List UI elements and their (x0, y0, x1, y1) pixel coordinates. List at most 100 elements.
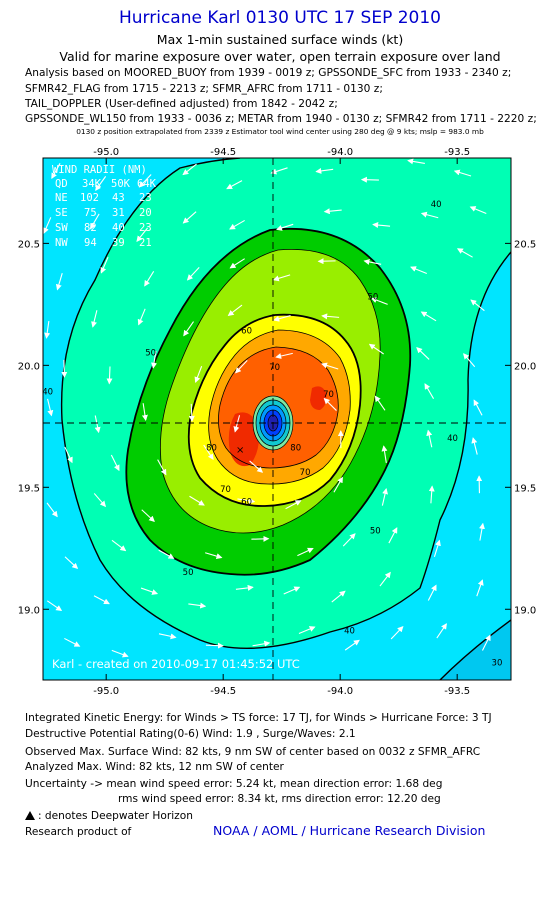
wind-arrow (323, 208, 342, 215)
wind-arrow (188, 602, 207, 609)
contour-label: 40 (344, 627, 355, 637)
analysis-line: TAIL_DOPPLER (User-defined adjusted) fro… (25, 98, 338, 110)
wind-arrow (203, 444, 214, 461)
wind-arrow (235, 584, 254, 591)
wind-arrow (94, 415, 101, 434)
wind-arrow (227, 304, 243, 317)
valid-note: Valid for marine exposure over water, op… (59, 49, 501, 64)
wind-arrow (44, 320, 51, 339)
wind-arrow (426, 429, 433, 448)
wind-arrow (469, 206, 487, 215)
radii-value: 75 (84, 207, 97, 219)
wind-arrow (270, 167, 288, 175)
wind-arrow (205, 552, 223, 560)
wind-arrow (138, 174, 152, 188)
wind-arrow (205, 642, 224, 649)
max-wind-marker: × (236, 445, 244, 456)
wind-arrow (64, 446, 73, 464)
wind-arrow (141, 509, 155, 523)
contour-label: 70 (300, 468, 311, 478)
wind-arrow (381, 488, 388, 506)
wind-arrow (249, 460, 264, 473)
wind-map: 40 40 40 40 30 50 50 50 50 60 60 70 70 70 70 80 80 × -95… (18, 147, 537, 697)
wind-arrow (283, 586, 301, 595)
radii-value: 21 (139, 237, 152, 249)
wind-arrow (372, 222, 391, 229)
wind-arrow (194, 365, 203, 383)
radii-value: 82 (84, 222, 97, 234)
wind-arrow (182, 163, 197, 176)
wind-arrow (158, 633, 177, 640)
dpr-line: Destructive Potential Rating(0-6) Wind: … (25, 728, 356, 740)
wind-arrow (64, 637, 81, 647)
wind-arrow (463, 353, 476, 368)
wind-arrow (368, 343, 384, 355)
lon-tick-label-top: -95.0 (93, 147, 119, 158)
wind-arrow (251, 535, 270, 542)
wind-arrow (229, 219, 245, 230)
wind-arrow (331, 590, 346, 603)
wind-arrow (51, 163, 61, 180)
contour-labels: 40 40 40 40 30 50 50 50 50 60 60 70 70 70 70 80 80 (43, 200, 502, 669)
radii-quadrant: SW (55, 222, 68, 234)
contour-label: 50 (145, 349, 156, 359)
wind-arrow (64, 556, 79, 570)
radii-header-50k: 50K (111, 178, 131, 190)
lon-tick-label-top: -94.5 (210, 147, 236, 158)
wind-arrow (252, 640, 271, 647)
contour-label: 60 (241, 327, 252, 337)
wind-arrow (363, 258, 382, 265)
page-title: Hurricane Karl 0130 UTC 17 SEP 2010 (118, 8, 441, 28)
contour-label: 70 (269, 363, 280, 373)
wind-arrow (272, 274, 291, 282)
radii-value: 43 (112, 192, 125, 204)
wind-arrow (297, 547, 314, 557)
wind-arrow (370, 297, 388, 305)
wind-arrow (315, 167, 334, 174)
wind-arrow (151, 350, 157, 369)
ike-line: Integrated Kinetic Energy: for Winds > T… (25, 712, 492, 724)
wind-arrow (344, 639, 360, 651)
lon-tick-label-bottom: -93.5 (444, 686, 470, 697)
contour-label: 70 (323, 390, 334, 400)
radii-quadrant: NE (55, 192, 68, 204)
radii-header-34k: 34K (82, 178, 102, 190)
wind-arrow (473, 399, 483, 416)
wind-arrow (321, 362, 339, 370)
wind-arrow (93, 595, 110, 605)
lon-tick-label-top: -93.5 (444, 147, 470, 158)
wind-arrow (424, 383, 435, 399)
wind-arrow (158, 549, 175, 559)
wind-arrow (229, 258, 245, 269)
wind-field: 40 40 40 40 30 50 50 50 50 60 60 70 70 70 70 80 80 × (43, 158, 511, 680)
deepwater-note: : denotes Deepwater Horizon (38, 810, 193, 822)
lon-tick-label-bottom: -95.0 (93, 686, 119, 697)
wind-arrow (410, 266, 427, 274)
wind-arrow (428, 485, 435, 504)
wind-arrow (182, 211, 197, 224)
lat-tick-label-right: 20.0 (514, 361, 536, 372)
radii-header-qd: QD (55, 178, 68, 190)
wind-arrow (427, 584, 437, 601)
wind-arrow (144, 271, 155, 287)
wind-arrow (321, 313, 340, 320)
wind-arrow (381, 445, 388, 464)
contour-label: 40 (431, 200, 442, 210)
wind-arrow (388, 527, 398, 544)
uncertainty-rms-line: rms wind speed error: 8.34 kt, rms direc… (118, 793, 441, 805)
wind-vectors (43, 158, 491, 658)
wind-arrow (111, 649, 129, 658)
radii-value: 102 (80, 192, 99, 204)
lat-tick-label-right: 19.0 (514, 605, 536, 616)
wind-arrow (407, 158, 425, 165)
noaa-link[interactable]: NOAA / AOML / Hurricane Research Divisio… (213, 823, 486, 838)
axis-ticks: -95.0 -95.0 -94.5 -94.5 -94.0 -94.0 -93.5 -93.5… (18, 147, 537, 697)
analysis-line: Analysis based on MOORED_BUOY from 1939 … (25, 67, 512, 79)
wind-arrow (471, 437, 478, 455)
wind-arrow (235, 359, 248, 374)
wind-arrow (189, 495, 205, 506)
lat-tick-label-left: 19.0 (18, 605, 40, 616)
wind-arrow (183, 321, 194, 337)
radii-value: 31 (112, 207, 125, 219)
wind-arrow (47, 398, 54, 417)
